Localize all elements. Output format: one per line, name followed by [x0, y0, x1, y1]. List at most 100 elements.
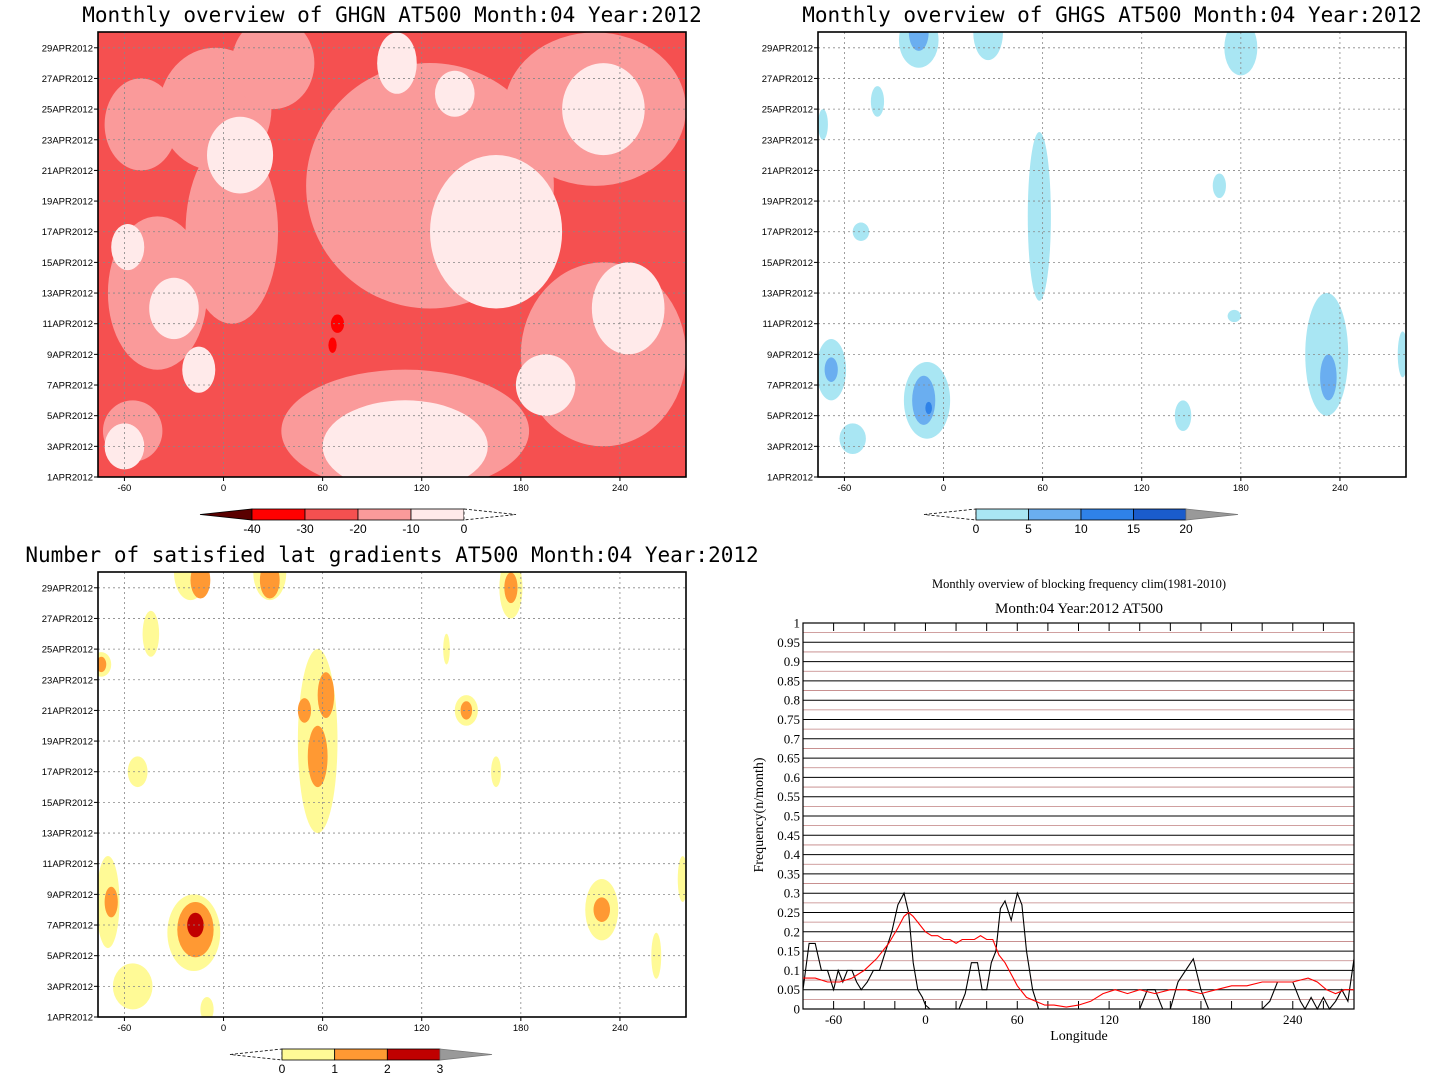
y-tick-label: 13APR2012: [42, 829, 93, 840]
colorbar-segment: [410, 508, 465, 521]
x-tick-label: -60: [118, 483, 132, 494]
contour-region: [190, 572, 211, 599]
colorbar-segment: [1028, 508, 1082, 521]
x-tick-label: 0: [221, 483, 226, 494]
y-tick-label: 25APR2012: [42, 645, 93, 656]
contour-region: [127, 756, 148, 788]
x-tick-label: 240: [1332, 483, 1348, 494]
y-tick-label: 27APR2012: [42, 614, 93, 625]
y-tick-label: 7APR2012: [47, 921, 93, 932]
x-tick-label: 0: [221, 1023, 226, 1034]
contour-region: [593, 897, 611, 922]
contour-region: [259, 572, 280, 599]
x-tick-label: 60: [1037, 483, 1048, 494]
y-tick-label: 17APR2012: [42, 227, 93, 238]
contour-region: [460, 701, 473, 720]
contour-region: [677, 856, 686, 903]
contour-region: [317, 672, 335, 719]
plot-frame: [817, 31, 1407, 478]
panel3-title: Number of satisfied lat gradients AT500 …: [25, 543, 758, 567]
contour-region: [908, 32, 929, 51]
y-tick-label: 0.15: [777, 944, 800, 959]
y-tick-label: 5APR2012: [47, 951, 93, 962]
y-tick-label: 27APR2012: [42, 74, 93, 85]
y-tick-label: 29APR2012: [42, 583, 93, 594]
y-tick-label: 23APR2012: [762, 135, 813, 146]
y-tick-label: 9APR2012: [47, 350, 93, 361]
contour-region: [1212, 173, 1226, 199]
contour-region: [973, 32, 1003, 61]
colorbar-left-arrow: [229, 1048, 283, 1061]
y-tick-label: 0.55: [777, 789, 800, 804]
colorbar-right-arrow: [463, 508, 517, 521]
contour-region: [182, 346, 216, 393]
colorbar-label: 2: [384, 1062, 391, 1076]
contour-region: [377, 32, 417, 94]
contour-region: [1305, 292, 1349, 416]
colorbar-segment: [975, 508, 1029, 521]
contour-region: [429, 155, 563, 309]
contour-region: [852, 222, 870, 241]
y-tick-label: 0.5: [784, 809, 800, 824]
contour-region: [187, 912, 204, 938]
contour-region: [104, 886, 118, 918]
y-tick-label: 0.35: [777, 866, 800, 881]
contour-region: [818, 109, 828, 140]
colorbar-label: 0: [279, 1062, 286, 1076]
x-tick-label: 60: [317, 1023, 328, 1034]
x-tick-label: 180: [513, 483, 529, 494]
x-tick-label: 120: [414, 483, 430, 494]
y-tick-label: 19APR2012: [42, 737, 93, 748]
contour-region: [149, 277, 199, 340]
contour-region: [104, 78, 178, 171]
y-tick-label: 0.45: [777, 828, 800, 843]
colorbar-right-arrow: [439, 1048, 493, 1061]
y-tick-label: 5APR2012: [767, 411, 813, 422]
contour-region: [912, 375, 936, 425]
y-tick-label: 0.85: [777, 673, 800, 688]
x-tick-label: 180: [1233, 483, 1249, 494]
y-tick-label: 0.1: [784, 963, 800, 978]
ghgn-heatmap-panel: -60 0 60 120 180 240 1APR2012 3APR2012 5APR2012 7…: [42, 31, 687, 494]
colorbar-label: -10: [402, 522, 420, 536]
plot-frame: [97, 571, 687, 1018]
y-tick-label: 3APR2012: [47, 982, 93, 993]
y-tick-label: 3APR2012: [47, 442, 93, 453]
x-tick-label: 0: [922, 1012, 929, 1027]
contour-region: [515, 354, 576, 416]
x-tick-label: 240: [612, 1023, 628, 1034]
y-tick-label: 11APR2012: [762, 319, 813, 330]
y-tick-label: 27APR2012: [762, 74, 813, 85]
contour-region: [824, 357, 838, 382]
y-tick-label: 19APR2012: [42, 197, 93, 208]
y-tick-label: 17APR2012: [42, 767, 93, 778]
colorbar-label: 10: [1074, 522, 1088, 536]
line-chart-xlabel: Longitude: [1050, 1029, 1108, 1044]
panel2-title: Monthly overview of GHGS AT500 Month:04 …: [802, 3, 1422, 27]
y-tick-label: 7APR2012: [47, 381, 93, 392]
colorbar-segment: [334, 1048, 388, 1061]
x-tick-label: -60: [118, 1023, 132, 1034]
y-tick-label: 3APR2012: [767, 442, 813, 453]
contour-region: [925, 401, 932, 415]
y-tick-label: 29APR2012: [762, 43, 813, 54]
x-tick-label: 0: [941, 483, 946, 494]
contour-region: [231, 32, 315, 110]
y-tick-label: 0.4: [784, 847, 801, 862]
y-tick-label: 0.7: [784, 731, 801, 746]
x-tick-label: 120: [1134, 483, 1150, 494]
lat-gradients-colorbar: 0 1 2 3: [229, 1048, 493, 1076]
x-tick-label: -60: [838, 483, 852, 494]
y-tick-label: 0.75: [777, 712, 800, 727]
contour-region: [1397, 331, 1406, 378]
contour-region: [330, 314, 345, 333]
y-tick-label: 21APR2012: [42, 706, 93, 717]
line-chart-ylabel: Frequency(n/month): [752, 757, 767, 872]
x-tick-label: 180: [1191, 1012, 1211, 1027]
contour-region: [142, 610, 160, 657]
line-chart-subtitle: Month:04 Year:2012 AT500: [995, 601, 1163, 617]
y-tick-label: 0.65: [777, 751, 800, 766]
climatology-line: [803, 911, 1354, 1008]
colorbar-segment: [1133, 508, 1187, 521]
